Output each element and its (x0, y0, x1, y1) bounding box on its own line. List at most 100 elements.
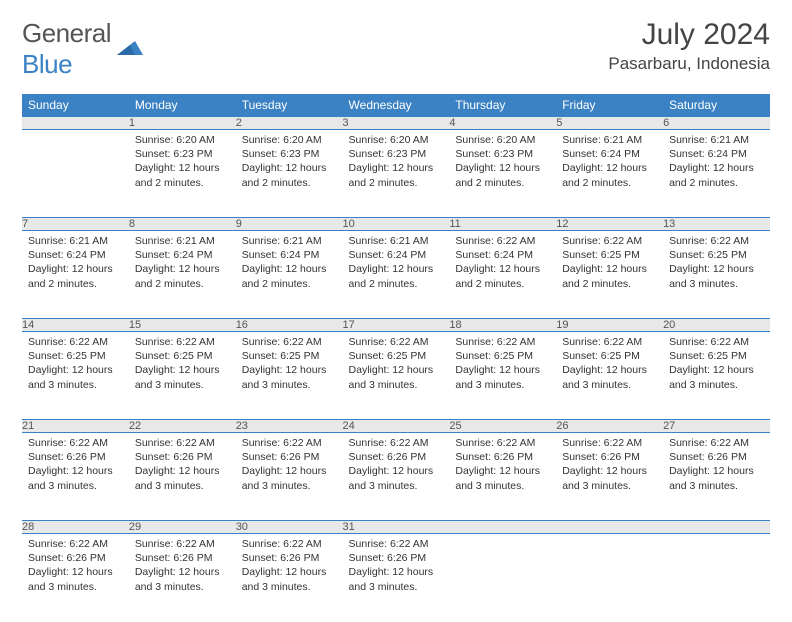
day-cell: Sunrise: 6:22 AMSunset: 6:26 PMDaylight:… (129, 534, 236, 622)
day-cell: Sunrise: 6:22 AMSunset: 6:26 PMDaylight:… (236, 534, 343, 622)
weekday-header: Wednesday (343, 94, 450, 117)
logo-triangle-icon (117, 37, 143, 62)
day-number: 14 (22, 319, 129, 332)
day-cell: Sunrise: 6:20 AMSunset: 6:23 PMDaylight:… (449, 130, 556, 218)
calendar-header-row: SundayMondayTuesdayWednesdayThursdayFrid… (22, 94, 770, 117)
day-cell: Sunrise: 6:22 AMSunset: 6:25 PMDaylight:… (129, 332, 236, 420)
day-details: Sunrise: 6:22 AMSunset: 6:26 PMDaylight:… (129, 534, 236, 600)
day-number (449, 521, 556, 534)
day-number: 15 (129, 319, 236, 332)
day-number: 20 (663, 319, 770, 332)
day-cell: Sunrise: 6:22 AMSunset: 6:25 PMDaylight:… (22, 332, 129, 420)
day-details: Sunrise: 6:21 AMSunset: 6:24 PMDaylight:… (236, 231, 343, 297)
day-cell: Sunrise: 6:22 AMSunset: 6:25 PMDaylight:… (236, 332, 343, 420)
day-cell: Sunrise: 6:22 AMSunset: 6:25 PMDaylight:… (449, 332, 556, 420)
header: General Blue July 2024 Pasarbaru, Indone… (22, 18, 770, 80)
calendar-table: SundayMondayTuesdayWednesdayThursdayFrid… (22, 94, 770, 622)
day-details: Sunrise: 6:20 AMSunset: 6:23 PMDaylight:… (236, 130, 343, 196)
day-cell: Sunrise: 6:22 AMSunset: 6:26 PMDaylight:… (449, 433, 556, 521)
day-cell (449, 534, 556, 622)
day-cell: Sunrise: 6:20 AMSunset: 6:23 PMDaylight:… (129, 130, 236, 218)
day-details: Sunrise: 6:22 AMSunset: 6:24 PMDaylight:… (449, 231, 556, 297)
day-cell: Sunrise: 6:21 AMSunset: 6:24 PMDaylight:… (129, 231, 236, 319)
day-details: Sunrise: 6:21 AMSunset: 6:24 PMDaylight:… (22, 231, 129, 297)
day-details: Sunrise: 6:22 AMSunset: 6:26 PMDaylight:… (22, 534, 129, 600)
day-details: Sunrise: 6:22 AMSunset: 6:25 PMDaylight:… (663, 332, 770, 398)
logo-text: General Blue (22, 18, 111, 80)
day-cell: Sunrise: 6:22 AMSunset: 6:26 PMDaylight:… (129, 433, 236, 521)
day-cell: Sunrise: 6:22 AMSunset: 6:26 PMDaylight:… (22, 534, 129, 622)
day-number: 7 (22, 218, 129, 231)
day-number: 31 (343, 521, 450, 534)
day-cell: Sunrise: 6:21 AMSunset: 6:24 PMDaylight:… (236, 231, 343, 319)
day-details: Sunrise: 6:22 AMSunset: 6:25 PMDaylight:… (663, 231, 770, 297)
day-cell: Sunrise: 6:21 AMSunset: 6:24 PMDaylight:… (343, 231, 450, 319)
day-number: 23 (236, 420, 343, 433)
day-cell: Sunrise: 6:22 AMSunset: 6:25 PMDaylight:… (663, 332, 770, 420)
weekday-header: Tuesday (236, 94, 343, 117)
day-number: 21 (22, 420, 129, 433)
location: Pasarbaru, Indonesia (608, 54, 770, 74)
day-number: 24 (343, 420, 450, 433)
day-cell: Sunrise: 6:22 AMSunset: 6:24 PMDaylight:… (449, 231, 556, 319)
day-number: 2 (236, 117, 343, 130)
day-number: 27 (663, 420, 770, 433)
day-number: 9 (236, 218, 343, 231)
day-details: Sunrise: 6:22 AMSunset: 6:25 PMDaylight:… (22, 332, 129, 398)
day-number (22, 117, 129, 130)
day-cell: Sunrise: 6:22 AMSunset: 6:26 PMDaylight:… (236, 433, 343, 521)
day-details: Sunrise: 6:22 AMSunset: 6:25 PMDaylight:… (343, 332, 450, 398)
day-cell (663, 534, 770, 622)
day-cell: Sunrise: 6:21 AMSunset: 6:24 PMDaylight:… (22, 231, 129, 319)
day-number: 17 (343, 319, 450, 332)
day-details: Sunrise: 6:20 AMSunset: 6:23 PMDaylight:… (129, 130, 236, 196)
weekday-header: Monday (129, 94, 236, 117)
day-details: Sunrise: 6:21 AMSunset: 6:24 PMDaylight:… (556, 130, 663, 196)
day-number: 29 (129, 521, 236, 534)
day-cell: Sunrise: 6:20 AMSunset: 6:23 PMDaylight:… (236, 130, 343, 218)
logo: General Blue (22, 18, 143, 80)
day-number: 12 (556, 218, 663, 231)
day-details: Sunrise: 6:21 AMSunset: 6:24 PMDaylight:… (129, 231, 236, 297)
day-number: 25 (449, 420, 556, 433)
day-number: 11 (449, 218, 556, 231)
day-cell: Sunrise: 6:22 AMSunset: 6:26 PMDaylight:… (343, 534, 450, 622)
title-block: July 2024 Pasarbaru, Indonesia (608, 18, 770, 74)
weekday-header: Saturday (663, 94, 770, 117)
day-details: Sunrise: 6:22 AMSunset: 6:26 PMDaylight:… (343, 534, 450, 600)
day-number: 5 (556, 117, 663, 130)
month-title: July 2024 (608, 18, 770, 52)
logo-word-2: Blue (22, 49, 72, 79)
day-cell: Sunrise: 6:22 AMSunset: 6:25 PMDaylight:… (556, 231, 663, 319)
day-details: Sunrise: 6:22 AMSunset: 6:26 PMDaylight:… (343, 433, 450, 499)
day-number: 19 (556, 319, 663, 332)
weekday-header: Thursday (449, 94, 556, 117)
logo-word-1: General (22, 18, 111, 48)
day-cell: Sunrise: 6:22 AMSunset: 6:25 PMDaylight:… (343, 332, 450, 420)
day-cell: Sunrise: 6:21 AMSunset: 6:24 PMDaylight:… (556, 130, 663, 218)
day-details: Sunrise: 6:20 AMSunset: 6:23 PMDaylight:… (449, 130, 556, 196)
day-details: Sunrise: 6:22 AMSunset: 6:26 PMDaylight:… (236, 433, 343, 499)
day-number: 18 (449, 319, 556, 332)
day-details: Sunrise: 6:22 AMSunset: 6:26 PMDaylight:… (663, 433, 770, 499)
day-details: Sunrise: 6:22 AMSunset: 6:26 PMDaylight:… (556, 433, 663, 499)
day-number: 4 (449, 117, 556, 130)
day-number: 6 (663, 117, 770, 130)
day-details: Sunrise: 6:21 AMSunset: 6:24 PMDaylight:… (343, 231, 450, 297)
day-number: 22 (129, 420, 236, 433)
day-number: 8 (129, 218, 236, 231)
day-cell: Sunrise: 6:22 AMSunset: 6:25 PMDaylight:… (556, 332, 663, 420)
day-cell: Sunrise: 6:22 AMSunset: 6:25 PMDaylight:… (663, 231, 770, 319)
day-number: 28 (22, 521, 129, 534)
day-details: Sunrise: 6:22 AMSunset: 6:25 PMDaylight:… (129, 332, 236, 398)
day-details: Sunrise: 6:22 AMSunset: 6:25 PMDaylight:… (556, 332, 663, 398)
day-number: 16 (236, 319, 343, 332)
day-details: Sunrise: 6:22 AMSunset: 6:25 PMDaylight:… (449, 332, 556, 398)
day-number: 3 (343, 117, 450, 130)
day-number: 26 (556, 420, 663, 433)
day-number: 1 (129, 117, 236, 130)
day-number: 30 (236, 521, 343, 534)
day-cell: Sunrise: 6:21 AMSunset: 6:24 PMDaylight:… (663, 130, 770, 218)
day-cell: Sunrise: 6:22 AMSunset: 6:26 PMDaylight:… (343, 433, 450, 521)
day-number: 10 (343, 218, 450, 231)
